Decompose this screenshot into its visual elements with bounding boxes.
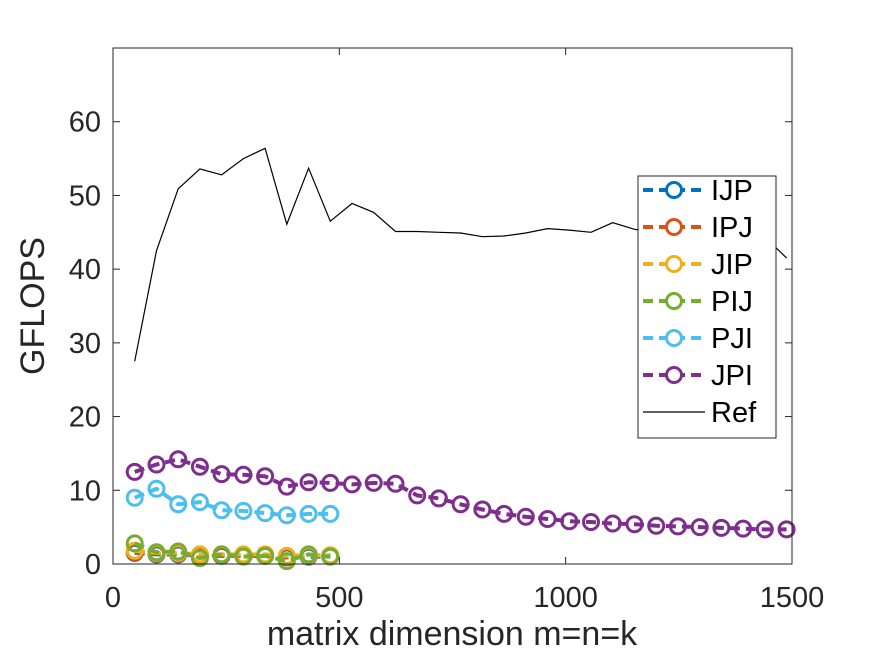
legend-label: IJP (711, 175, 753, 207)
legend-entry-pij: PIJ (643, 286, 753, 318)
y-tick-label: 0 (85, 549, 101, 581)
data-point (603, 514, 622, 533)
data-point (277, 477, 296, 496)
legend-label: JPI (711, 360, 753, 392)
data-point (169, 495, 188, 514)
data-point (190, 493, 209, 512)
x-axis-label: matrix dimension m=n=k (267, 615, 638, 653)
tick-layer: 0 500 1000 1500 0 10 20 30 40 50 60 (69, 48, 825, 614)
data-point (299, 473, 318, 492)
data-point (147, 455, 166, 474)
data-point (147, 479, 166, 498)
legend-label: IPJ (711, 212, 753, 244)
legend-entry-ref: Ref (643, 397, 757, 429)
data-point (256, 546, 275, 565)
data-point (734, 519, 753, 538)
data-point (299, 545, 318, 564)
series-line-pij (133, 541, 331, 564)
legend-label: PJI (711, 323, 753, 355)
data-point (408, 486, 427, 505)
data-point (256, 504, 275, 523)
data-point (647, 516, 666, 535)
legend-marker (665, 218, 683, 236)
data-point (582, 513, 600, 531)
data-point (625, 515, 644, 534)
data-point (190, 549, 209, 568)
data-point (364, 473, 383, 492)
data-point (473, 500, 492, 519)
legend-marker (665, 255, 683, 273)
data-point (690, 518, 709, 537)
data-point (125, 541, 144, 560)
data-point (212, 501, 231, 520)
data-point (516, 507, 535, 526)
data-point (712, 518, 731, 537)
y-tick-label: 10 (69, 475, 101, 507)
data-point (343, 475, 361, 494)
series-line-jpi (134, 457, 787, 532)
x-tick-label: 1500 (760, 582, 825, 614)
data-point (277, 506, 296, 525)
series-jpi (125, 450, 796, 539)
y-tick-label: 40 (69, 254, 101, 286)
legend-marker (665, 329, 683, 347)
legend-marker (665, 181, 683, 199)
data-point (451, 495, 470, 514)
data-point (777, 520, 796, 539)
legend-label: JIP (711, 249, 753, 281)
legend-label: PIJ (711, 286, 753, 318)
legend-entry-ipj: IPJ (643, 212, 753, 244)
legend-entry-ijp: IJP (643, 175, 753, 207)
x-tick-label: 500 (315, 582, 363, 614)
legend-entry-pji: PJI (643, 323, 753, 355)
data-point (147, 543, 166, 562)
data-point (299, 504, 318, 523)
data-point (234, 465, 253, 484)
y-axis-label: GFLOPS (14, 237, 52, 375)
data-point (212, 545, 231, 564)
y-tick-label: 30 (69, 328, 101, 360)
plot-frame (112, 47, 793, 565)
data-point (125, 488, 144, 507)
legend-entry-jip: JIP (643, 249, 753, 281)
data-point (668, 517, 687, 536)
data-point (321, 504, 340, 523)
data-point (321, 473, 340, 492)
series-pji (125, 479, 340, 525)
data-point (212, 465, 231, 484)
legend-marker (665, 366, 683, 384)
data-point (386, 474, 405, 493)
legend-entry-jpi: JPI (643, 360, 753, 392)
x-tick-label: 0 (105, 582, 121, 614)
data-point (256, 467, 275, 486)
data-point (277, 552, 296, 571)
data-point (560, 512, 579, 531)
data-point (125, 462, 144, 481)
legend: IJP IPJ JIP PIJ PJI JPI Ref (637, 175, 777, 439)
data-point (125, 534, 144, 553)
x-tick-label: 1000 (533, 582, 598, 614)
data-point (755, 520, 774, 539)
legend-box (637, 175, 777, 439)
legend-label: Ref (711, 397, 757, 429)
data-point (169, 450, 188, 469)
y-tick-label: 20 (69, 402, 101, 434)
legend-marker (665, 292, 683, 310)
data-point (190, 457, 209, 476)
data-point (169, 542, 188, 561)
data-point (495, 504, 514, 523)
data-point (277, 546, 296, 565)
data-point (429, 489, 448, 508)
y-tick-label: 50 (69, 180, 101, 212)
data-point (538, 510, 557, 528)
y-tick-label: 60 (69, 107, 101, 139)
data-point (234, 501, 253, 520)
series-line-pji (133, 486, 331, 518)
